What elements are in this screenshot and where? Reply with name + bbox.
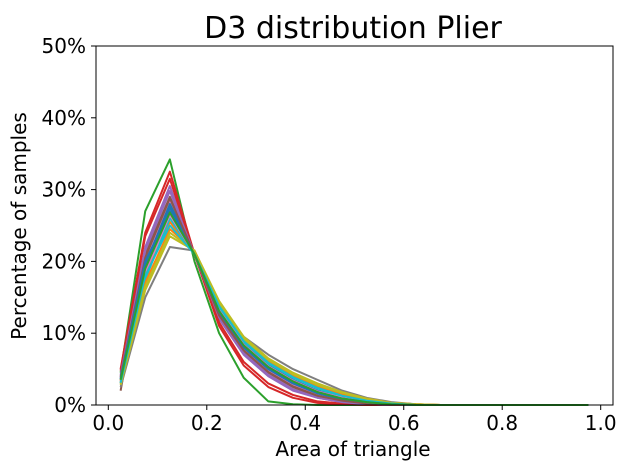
series-line-17 bbox=[119, 231, 589, 406]
series-lines bbox=[119, 158, 589, 406]
x-tick-label: 0.2 bbox=[191, 411, 223, 435]
x-tick-label: 0.8 bbox=[486, 411, 518, 435]
y-tick-label: 40% bbox=[42, 106, 86, 130]
x-tick-label: 0.4 bbox=[289, 411, 321, 435]
y-axis-ticks: 0% 10% 20% 30% 40% 50% bbox=[42, 34, 96, 417]
y-tick-label: 30% bbox=[42, 178, 86, 202]
series-line-12 bbox=[119, 228, 589, 406]
chart-title: D3 distribution Plier bbox=[204, 11, 502, 46]
x-tick-label: 1.0 bbox=[585, 411, 617, 435]
series-line-8 bbox=[119, 246, 589, 406]
series-line-14 bbox=[119, 190, 589, 406]
series-line-13 bbox=[119, 177, 589, 406]
x-tick-label: 0.0 bbox=[92, 411, 124, 435]
series-line-18 bbox=[119, 224, 589, 406]
series-line-9 bbox=[119, 235, 589, 406]
x-tick-label: 0.6 bbox=[388, 411, 420, 435]
series-line-11 bbox=[119, 202, 589, 406]
series-line-5 bbox=[119, 185, 589, 406]
series-line-15 bbox=[119, 197, 589, 406]
series-line-4 bbox=[119, 170, 589, 406]
x-axis-ticks: 0.0 0.2 0.4 0.6 0.8 1.0 bbox=[92, 405, 617, 435]
axes-frame bbox=[95, 45, 614, 406]
y-tick-label: 50% bbox=[42, 34, 86, 58]
y-axis-label: Percentage of samples bbox=[7, 112, 31, 340]
x-axis-label: Area of triangle bbox=[275, 437, 430, 461]
series-line-1 bbox=[119, 206, 589, 406]
series-line-3 bbox=[119, 158, 589, 406]
series-line-6 bbox=[119, 195, 589, 406]
y-tick-label: 10% bbox=[42, 321, 86, 345]
y-tick-label: 20% bbox=[42, 249, 86, 273]
series-line-7 bbox=[119, 199, 589, 406]
y-tick-label: 0% bbox=[54, 393, 86, 417]
